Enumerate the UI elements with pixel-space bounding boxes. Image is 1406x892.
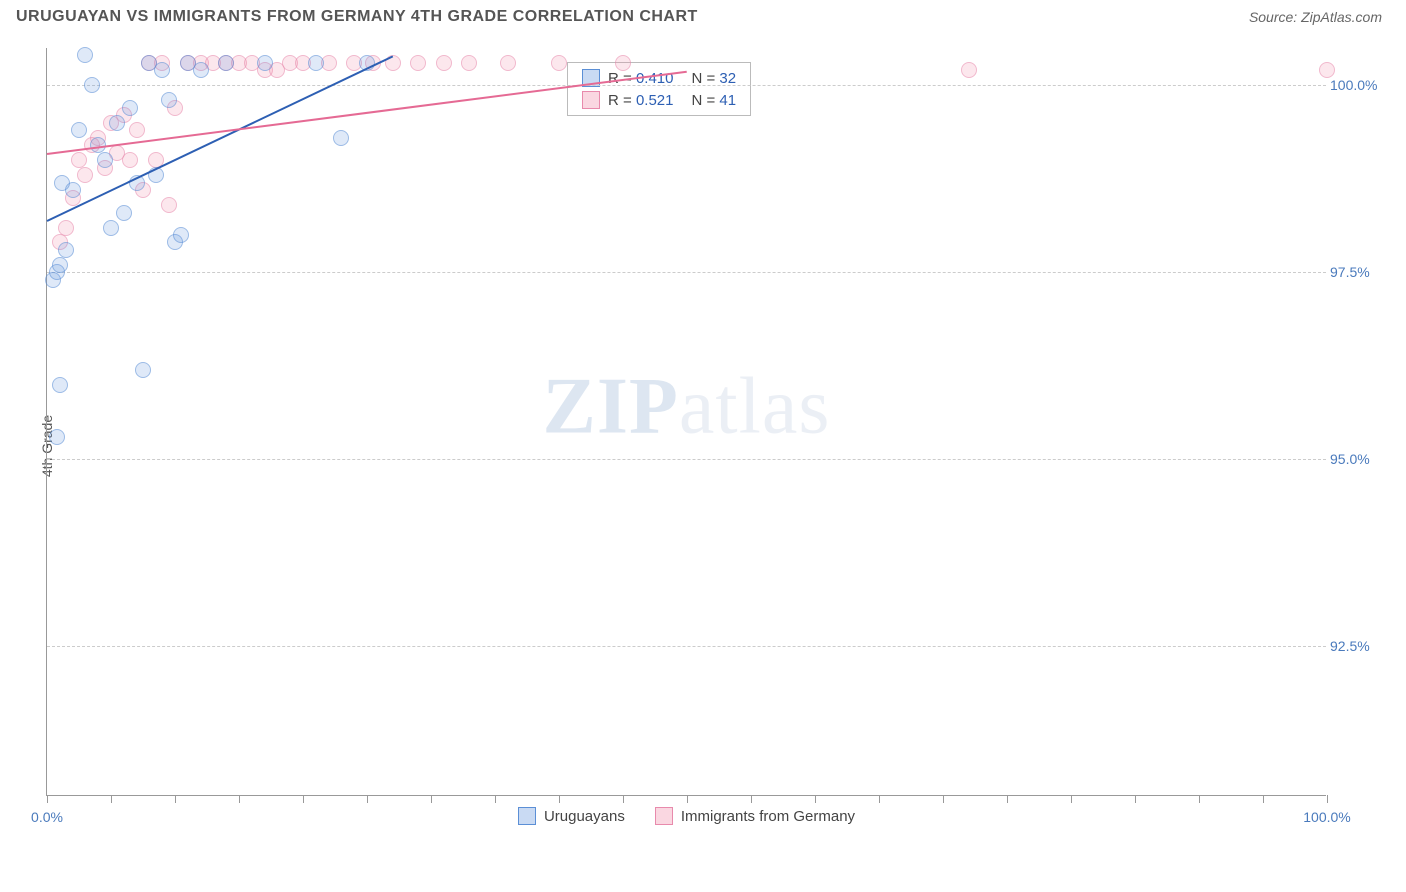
xtick <box>303 795 304 803</box>
data-point <box>1319 62 1335 78</box>
data-point <box>52 377 68 393</box>
data-point <box>49 429 65 445</box>
data-point <box>71 152 87 168</box>
data-point <box>410 55 426 71</box>
xtick <box>1327 795 1328 803</box>
xtick <box>1135 795 1136 803</box>
data-point <box>122 100 138 116</box>
data-point <box>333 130 349 146</box>
data-point <box>97 152 113 168</box>
swatch-icon <box>582 91 600 109</box>
data-point <box>77 47 93 63</box>
chart-source: Source: ZipAtlas.com <box>1249 9 1382 25</box>
data-point <box>436 55 452 71</box>
data-point <box>461 55 477 71</box>
data-point <box>161 197 177 213</box>
xtick <box>687 795 688 803</box>
ytick-label: 95.0% <box>1330 451 1400 467</box>
xtick <box>367 795 368 803</box>
data-point <box>103 220 119 236</box>
legend-label: Immigrants from Germany <box>681 808 855 825</box>
r-label: R = 0.521 <box>608 92 673 109</box>
legend-label: Uruguayans <box>544 808 625 825</box>
xtick <box>239 795 240 803</box>
xtick <box>943 795 944 803</box>
scatter-chart: ZIPatlas R = 0.410 N = 32 R = 0.521 N = … <box>46 48 1326 796</box>
xtick-label: 0.0% <box>31 809 63 825</box>
data-point <box>615 55 631 71</box>
ytick-label: 92.5% <box>1330 638 1400 654</box>
n-label: N = 32 <box>691 70 736 87</box>
data-point <box>65 182 81 198</box>
gridline <box>47 85 1326 86</box>
swatch-icon <box>518 807 536 825</box>
data-point <box>116 205 132 221</box>
data-point <box>551 55 567 71</box>
xtick <box>175 795 176 803</box>
xtick <box>751 795 752 803</box>
data-point <box>257 55 273 71</box>
data-point <box>135 362 151 378</box>
data-point <box>961 62 977 78</box>
data-point <box>71 122 87 138</box>
data-point <box>154 62 170 78</box>
xtick <box>495 795 496 803</box>
data-point <box>500 55 516 71</box>
xtick <box>1263 795 1264 803</box>
xtick <box>879 795 880 803</box>
swatch-icon <box>655 807 673 825</box>
data-point <box>58 220 74 236</box>
xtick <box>815 795 816 803</box>
data-point <box>161 92 177 108</box>
ytick-label: 100.0% <box>1330 77 1400 93</box>
data-point <box>308 55 324 71</box>
data-point <box>218 55 234 71</box>
series-legend: Uruguayans Immigrants from Germany <box>47 807 1326 825</box>
xtick <box>1007 795 1008 803</box>
xtick <box>47 795 48 803</box>
data-point <box>77 167 93 183</box>
data-point <box>122 152 138 168</box>
chart-title: URUGUAYAN VS IMMIGRANTS FROM GERMANY 4TH… <box>16 8 698 26</box>
legend-item: Immigrants from Germany <box>655 807 855 825</box>
data-point <box>84 77 100 93</box>
xtick-label: 100.0% <box>1303 809 1350 825</box>
data-point <box>58 242 74 258</box>
xtick <box>559 795 560 803</box>
legend-item: Uruguayans <box>518 807 625 825</box>
data-point <box>193 62 209 78</box>
data-point <box>173 227 189 243</box>
gridline <box>47 272 1326 273</box>
xtick <box>1071 795 1072 803</box>
stats-legend-row: R = 0.521 N = 41 <box>582 89 736 111</box>
n-label: N = 41 <box>691 92 736 109</box>
xtick <box>623 795 624 803</box>
gridline <box>47 646 1326 647</box>
ytick-label: 97.5% <box>1330 264 1400 280</box>
data-point <box>129 122 145 138</box>
watermark: ZIPatlas <box>543 361 831 452</box>
stats-legend: R = 0.410 N = 32 R = 0.521 N = 41 <box>567 62 751 116</box>
gridline <box>47 459 1326 460</box>
data-point <box>52 257 68 273</box>
xtick <box>111 795 112 803</box>
xtick <box>1199 795 1200 803</box>
xtick <box>431 795 432 803</box>
data-point <box>109 115 125 131</box>
